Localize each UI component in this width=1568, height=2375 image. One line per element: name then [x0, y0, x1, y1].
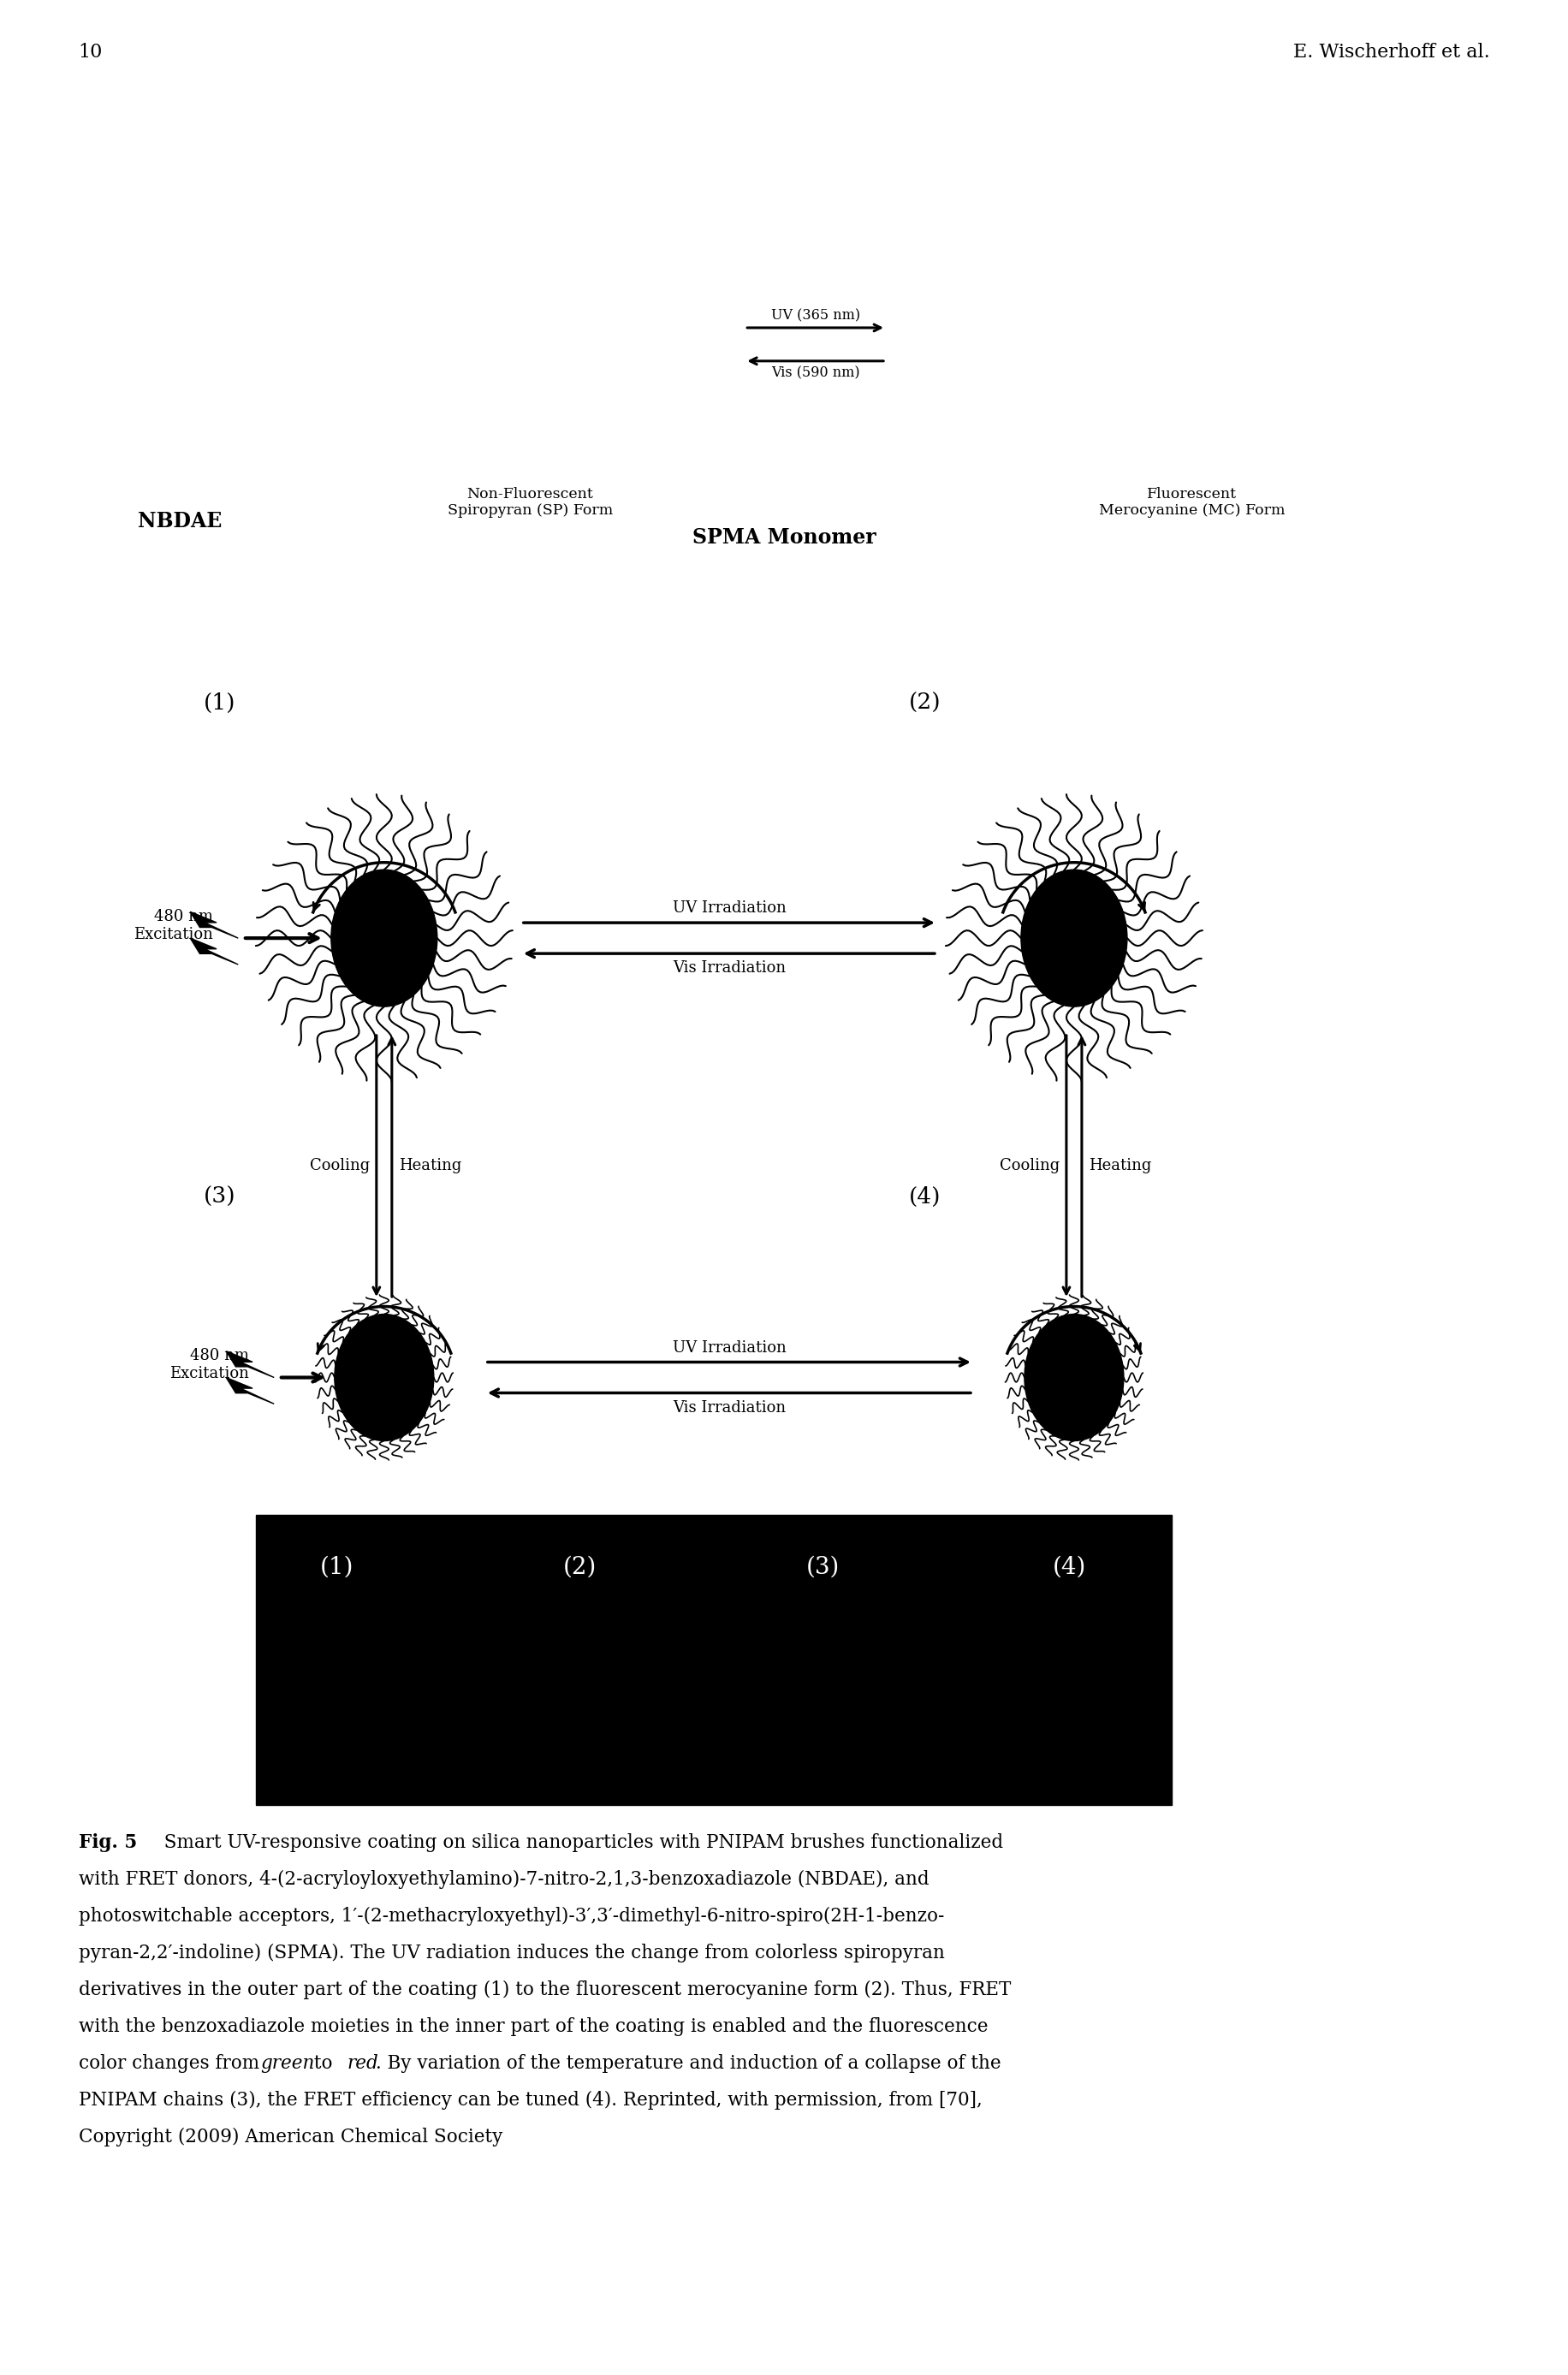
Text: Smart UV-responsive coating on silica nanoparticles with PNIPAM brushes function: Smart UV-responsive coating on silica na… [152, 1834, 1004, 1852]
Text: 480 nm
Excitation: 480 nm Excitation [169, 1349, 249, 1382]
Text: 480 nm
Excitation: 480 nm Excitation [133, 910, 213, 943]
Text: Cooling: Cooling [999, 1159, 1060, 1173]
Text: UV Irradiation: UV Irradiation [673, 900, 786, 917]
Text: (4): (4) [909, 1185, 941, 1209]
Text: Heating: Heating [398, 1159, 461, 1173]
Text: Cooling: Cooling [309, 1159, 370, 1173]
Text: photoswitchable acceptors, 1′-(2-methacryloxyethyl)-3′,3′-dimethyl-6-nitro-spiro: photoswitchable acceptors, 1′-(2-methacr… [78, 1907, 944, 1926]
Text: NBDAE: NBDAE [138, 511, 223, 532]
Text: 10: 10 [78, 43, 102, 62]
Text: Fluorescent
Merocyanine (MC) Form: Fluorescent Merocyanine (MC) Form [1099, 487, 1284, 518]
Polygon shape [190, 938, 238, 964]
Polygon shape [190, 912, 238, 938]
Text: (4): (4) [1052, 1556, 1087, 1579]
Text: Fig. 5: Fig. 5 [78, 1834, 136, 1852]
Ellipse shape [1024, 1313, 1124, 1442]
Text: pyran-2,2′-indoline) (SPMA). The UV radiation induces the change from colorless : pyran-2,2′-indoline) (SPMA). The UV radi… [78, 1943, 944, 1962]
Text: with the benzoxadiazole moieties in the inner part of the coating is enabled and: with the benzoxadiazole moieties in the … [78, 2019, 988, 2035]
Text: (1): (1) [204, 691, 235, 715]
Text: (2): (2) [563, 1556, 597, 1579]
Text: SPMA Monomer: SPMA Monomer [691, 527, 877, 549]
Text: with FRET donors, 4-(2-acryloyloxyethylamino)-7-nitro-2,1,3-benzoxadiazole (NBDA: with FRET donors, 4-(2-acryloyloxyethyla… [78, 1872, 928, 1888]
Text: to: to [309, 2054, 339, 2073]
Text: Heating: Heating [1088, 1159, 1151, 1173]
Text: UV Irradiation: UV Irradiation [673, 1340, 786, 1356]
Text: Vis (590 nm): Vis (590 nm) [771, 366, 859, 380]
Text: Copyright (2009) American Chemical Society: Copyright (2009) American Chemical Socie… [78, 2128, 502, 2147]
Ellipse shape [334, 1313, 434, 1442]
Text: green: green [260, 2054, 315, 2073]
Text: . By variation of the temperature and induction of a collapse of the: . By variation of the temperature and in… [375, 2054, 1000, 2073]
Text: PNIPAM chains (3), the FRET efficiency can be tuned (4). Reprinted, with permiss: PNIPAM chains (3), the FRET efficiency c… [78, 2092, 982, 2109]
Text: (1): (1) [320, 1556, 354, 1579]
Text: UV (365 nm): UV (365 nm) [771, 309, 859, 323]
Text: (3): (3) [204, 1185, 235, 1209]
Polygon shape [226, 1378, 274, 1404]
Text: Vis Irradiation: Vis Irradiation [673, 1399, 786, 1416]
Text: derivatives in the outer part of the coating (1) to the fluorescent merocyanine : derivatives in the outer part of the coa… [78, 1981, 1011, 2000]
Text: Non-Fluorescent
Spiropyran (SP) Form: Non-Fluorescent Spiropyran (SP) Form [447, 487, 613, 518]
Polygon shape [226, 1351, 274, 1378]
Text: color changes from: color changes from [78, 2054, 265, 2073]
Ellipse shape [1021, 869, 1127, 1007]
Text: red: red [347, 2054, 378, 2073]
FancyBboxPatch shape [256, 1515, 1171, 1805]
Text: (3): (3) [806, 1556, 840, 1579]
Text: E. Wischerhoff et al.: E. Wischerhoff et al. [1294, 43, 1490, 62]
Text: Vis Irradiation: Vis Irradiation [673, 960, 786, 976]
Text: (2): (2) [909, 691, 941, 715]
Ellipse shape [331, 869, 437, 1007]
